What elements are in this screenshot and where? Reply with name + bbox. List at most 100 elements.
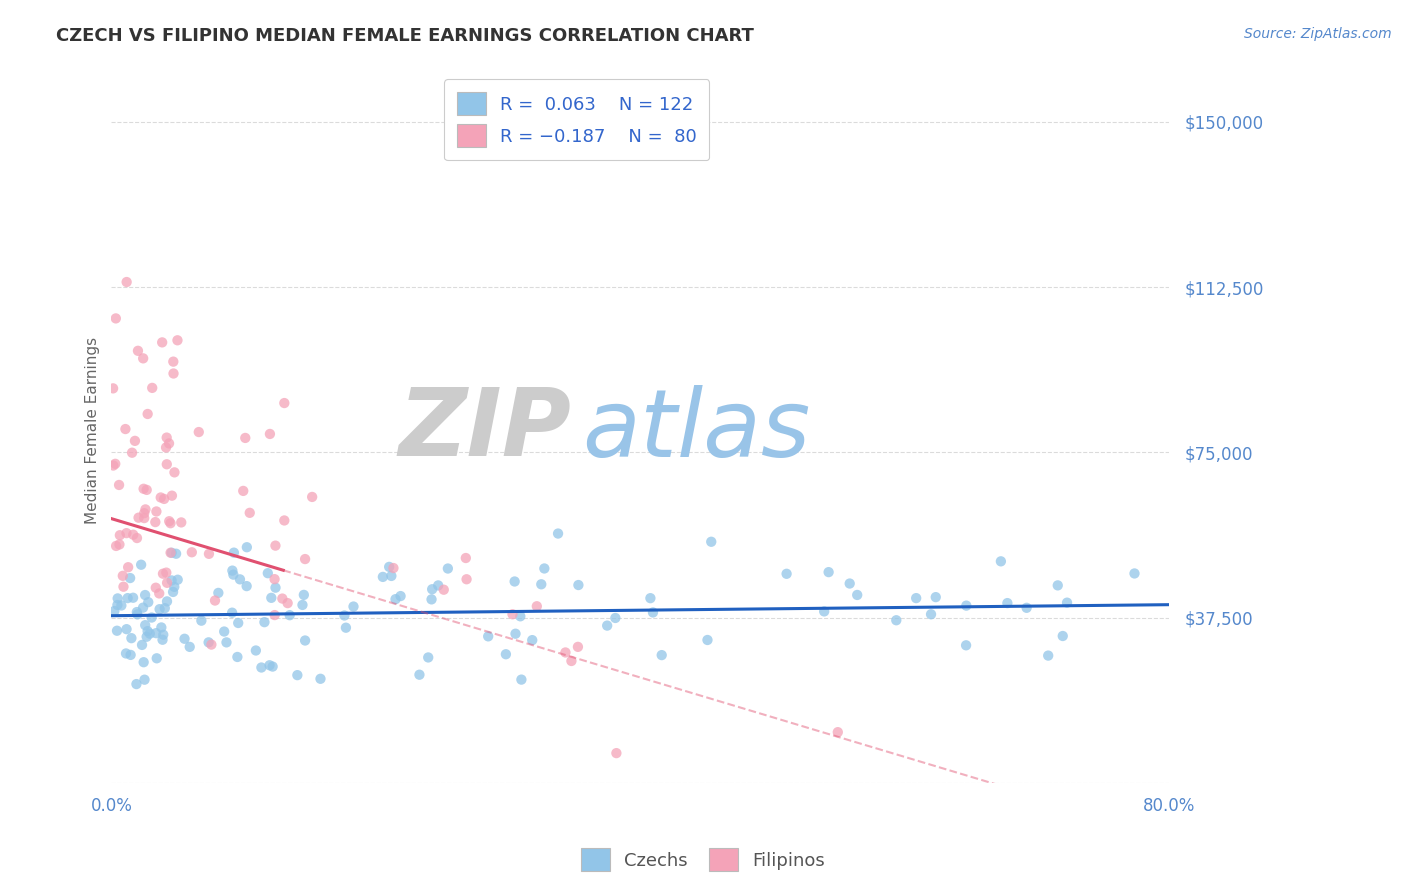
Point bbox=[509, 609, 531, 624]
Point bbox=[170, 516, 193, 530]
Point bbox=[120, 631, 142, 645]
Point bbox=[277, 596, 299, 610]
Point bbox=[152, 632, 174, 647]
Point bbox=[190, 614, 212, 628]
Text: atlas: atlas bbox=[582, 385, 810, 476]
Point bbox=[162, 585, 184, 599]
Point bbox=[120, 648, 142, 662]
Point bbox=[294, 552, 316, 566]
Point bbox=[103, 604, 125, 618]
Point bbox=[136, 595, 159, 609]
Point bbox=[156, 575, 179, 590]
Point bbox=[212, 624, 235, 639]
Point bbox=[115, 647, 138, 661]
Point bbox=[117, 591, 139, 606]
Point bbox=[1015, 600, 1038, 615]
Point bbox=[380, 569, 402, 583]
Legend: R =  0.063    N = 122, R = −0.187    N =  80: R = 0.063 N = 122, R = −0.187 N = 80 bbox=[444, 79, 710, 161]
Point bbox=[152, 566, 174, 581]
Point bbox=[260, 591, 283, 605]
Point bbox=[127, 343, 149, 358]
Point bbox=[134, 618, 156, 632]
Point bbox=[245, 643, 267, 657]
Point bbox=[187, 425, 209, 439]
Point bbox=[382, 561, 405, 575]
Point bbox=[813, 604, 835, 618]
Point bbox=[132, 351, 155, 366]
Point bbox=[567, 578, 589, 592]
Point bbox=[454, 551, 477, 566]
Point bbox=[145, 581, 167, 595]
Point bbox=[145, 626, 167, 640]
Point bbox=[156, 594, 179, 608]
Point bbox=[884, 613, 907, 627]
Point bbox=[263, 608, 285, 623]
Point bbox=[371, 570, 394, 584]
Point bbox=[846, 588, 869, 602]
Point bbox=[166, 573, 188, 587]
Point bbox=[567, 640, 589, 654]
Point bbox=[235, 579, 257, 593]
Point bbox=[292, 588, 315, 602]
Point bbox=[207, 586, 229, 600]
Point bbox=[104, 457, 127, 471]
Point bbox=[122, 591, 145, 605]
Point bbox=[222, 567, 245, 582]
Point bbox=[114, 422, 136, 436]
Point bbox=[955, 638, 977, 652]
Point bbox=[554, 645, 576, 659]
Point bbox=[125, 677, 148, 691]
Point bbox=[134, 506, 156, 520]
Text: Source: ZipAtlas.com: Source: ZipAtlas.com bbox=[1244, 27, 1392, 41]
Point bbox=[153, 601, 176, 615]
Point bbox=[157, 436, 180, 450]
Point bbox=[135, 630, 157, 644]
Point bbox=[420, 592, 443, 607]
Point bbox=[162, 354, 184, 368]
Point bbox=[273, 396, 295, 410]
Legend: Czechs, Filipinos: Czechs, Filipinos bbox=[574, 841, 832, 879]
Point bbox=[108, 528, 131, 542]
Point bbox=[153, 491, 176, 506]
Point bbox=[163, 580, 186, 594]
Point bbox=[271, 591, 294, 606]
Point bbox=[309, 672, 332, 686]
Point bbox=[817, 565, 839, 579]
Point bbox=[124, 434, 146, 448]
Point bbox=[378, 560, 401, 574]
Point bbox=[221, 606, 243, 620]
Point bbox=[135, 483, 157, 497]
Point bbox=[200, 638, 222, 652]
Point bbox=[547, 526, 569, 541]
Point bbox=[775, 566, 797, 581]
Point bbox=[229, 572, 252, 586]
Point bbox=[122, 527, 145, 541]
Point bbox=[333, 608, 356, 623]
Point bbox=[129, 558, 152, 572]
Point bbox=[136, 407, 159, 421]
Point bbox=[103, 458, 125, 473]
Point bbox=[605, 611, 627, 625]
Point bbox=[105, 624, 128, 638]
Point bbox=[640, 591, 662, 606]
Point bbox=[530, 577, 553, 591]
Point bbox=[156, 457, 179, 471]
Point bbox=[179, 640, 201, 654]
Point bbox=[526, 599, 548, 614]
Point bbox=[134, 673, 156, 687]
Point bbox=[148, 586, 170, 600]
Point bbox=[134, 511, 156, 525]
Text: CZECH VS FILIPINO MEDIAN FEMALE EARNINGS CORRELATION CHART: CZECH VS FILIPINO MEDIAN FEMALE EARNINGS… bbox=[56, 27, 754, 45]
Point bbox=[108, 478, 131, 492]
Y-axis label: Median Female Earnings: Median Female Earnings bbox=[86, 337, 100, 524]
Point bbox=[232, 483, 254, 498]
Point bbox=[127, 607, 149, 622]
Point bbox=[141, 610, 163, 624]
Point bbox=[533, 561, 555, 575]
Point bbox=[696, 632, 718, 647]
Point bbox=[433, 582, 456, 597]
Point bbox=[641, 606, 664, 620]
Point bbox=[995, 596, 1018, 610]
Point bbox=[1038, 648, 1060, 663]
Point bbox=[110, 599, 132, 613]
